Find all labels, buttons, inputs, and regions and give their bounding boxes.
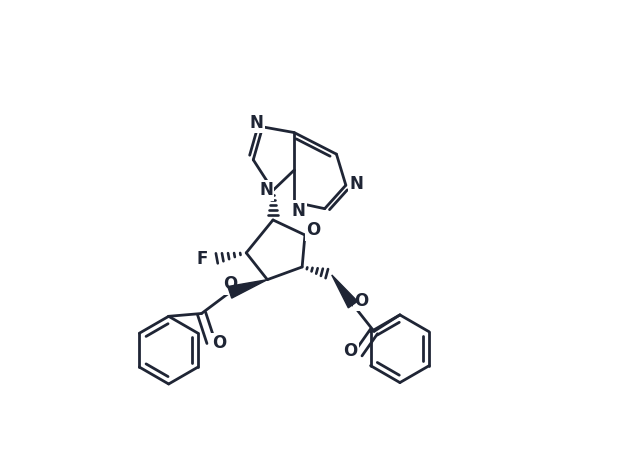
Text: O: O	[307, 221, 321, 239]
Text: O: O	[343, 342, 357, 360]
Text: N: N	[292, 202, 306, 219]
Text: O: O	[223, 275, 237, 293]
Text: N: N	[259, 181, 273, 199]
Text: N: N	[349, 175, 363, 193]
Text: O: O	[354, 292, 369, 310]
Text: O: O	[212, 334, 227, 352]
Text: N: N	[250, 114, 264, 132]
Polygon shape	[228, 280, 268, 298]
Text: F: F	[197, 251, 208, 268]
Polygon shape	[332, 275, 358, 308]
